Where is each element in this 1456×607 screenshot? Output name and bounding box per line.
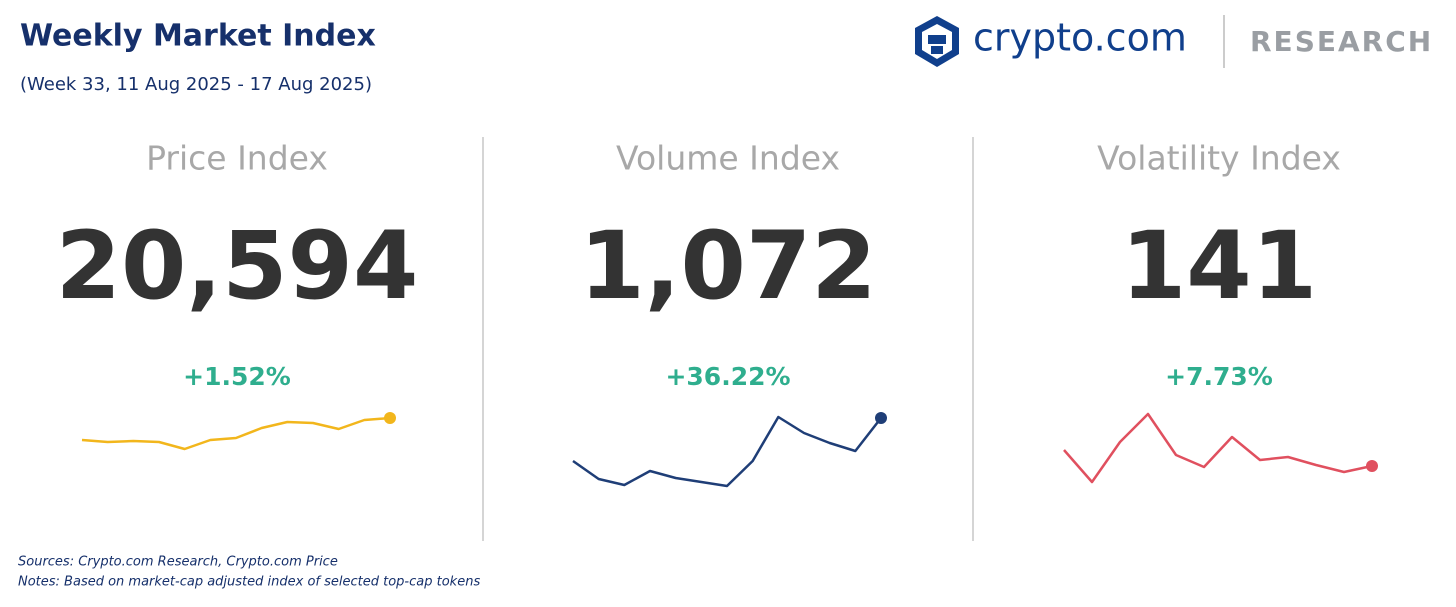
panel-title: Price Index <box>146 139 328 178</box>
sparkline <box>1063 412 1373 484</box>
sparkline <box>572 415 882 488</box>
sparkline <box>81 416 391 451</box>
panel-title: Volatility Index <box>1097 139 1341 178</box>
index-value: 1,072 <box>579 212 876 321</box>
change: +1.52% <box>183 362 291 391</box>
subtitle: (Week 33, 11 Aug 2025 - 17 Aug 2025) <box>20 74 372 95</box>
notes: Notes: Based on market-cap adjusted inde… <box>18 575 480 590</box>
section: RESEARCH <box>1250 25 1433 58</box>
index-value: 141 <box>1121 212 1317 321</box>
change: +36.22% <box>665 362 790 391</box>
last-point <box>1366 460 1378 472</box>
logo-icon <box>915 16 959 67</box>
title: Weekly Market Index <box>20 19 376 54</box>
sources: Sources: Crypto.com Research, Crypto.com… <box>18 555 338 570</box>
last-point <box>384 412 396 424</box>
brand: crypto.com <box>973 16 1187 60</box>
panel-title: Volume Index <box>616 139 840 178</box>
change: +7.73% <box>1165 362 1273 391</box>
index-value: 20,594 <box>56 212 419 321</box>
last-point <box>875 412 887 424</box>
